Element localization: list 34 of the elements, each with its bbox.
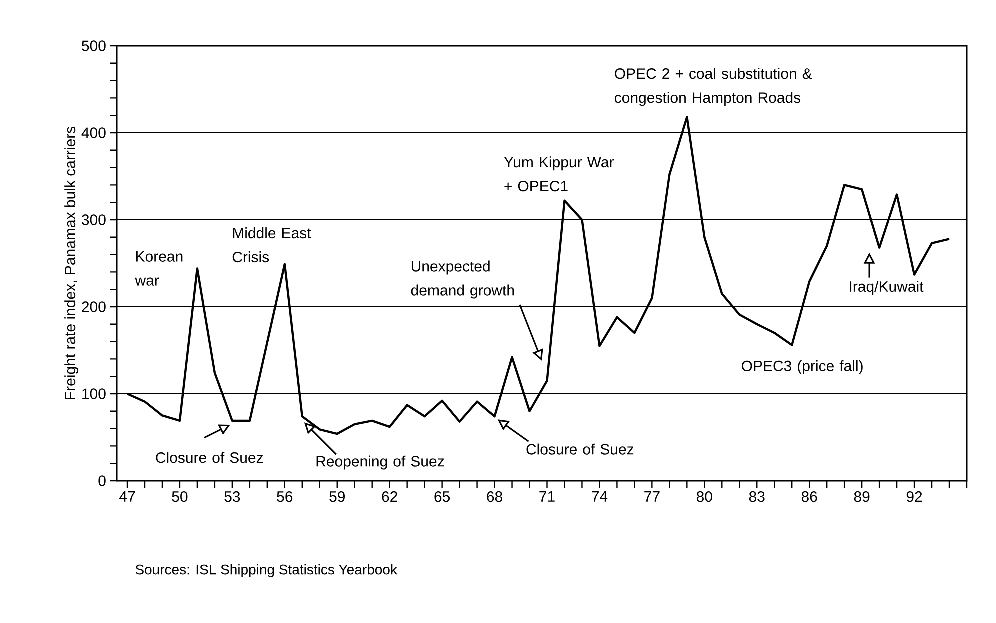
- x-tick-label: 71: [540, 492, 555, 502]
- annotation: Unexpected demand growth: [411, 260, 514, 299]
- x-tick-label: 68: [487, 492, 502, 502]
- x-tick-label: 53: [224, 492, 240, 502]
- x-tick-label: 86: [802, 492, 818, 502]
- annotation: Reopening of Suez: [316, 456, 444, 470]
- y-tick-label: 0: [98, 476, 106, 486]
- y-tick-label: 300: [82, 214, 106, 226]
- x-tick-label: 77: [644, 492, 660, 502]
- x-tick-label: 83: [749, 492, 765, 502]
- x-tick-label: 47: [120, 492, 136, 502]
- x-tick-label: 56: [277, 492, 293, 502]
- annotation: OPEC3 (price fall): [742, 360, 863, 374]
- annotation: Closure of Suez: [156, 452, 264, 464]
- y-tick-label: 400: [82, 128, 106, 138]
- annotation: Iraq/Kuwait: [850, 281, 924, 296]
- x-tick-label: 62: [382, 492, 398, 502]
- y-tick-label: 100: [82, 388, 106, 400]
- x-tick-label: 92: [906, 492, 922, 502]
- y-tick-label: 200: [82, 302, 106, 312]
- x-tick-label: 59: [330, 492, 345, 502]
- y-axis-title: Freight rate index, Panamax bulk carriers: [64, 126, 79, 400]
- x-tick-label: 65: [434, 492, 450, 502]
- annotation: Yum Kippur War + OPEC1: [504, 156, 614, 192]
- x-tick-label: 89: [854, 492, 870, 502]
- annotation: Closure of Suez: [526, 444, 634, 455]
- x-tick-label: 80: [696, 492, 712, 502]
- annotation: Middle East Crisis: [232, 228, 312, 263]
- y-tick-label: 500: [82, 40, 106, 52]
- x-tick-label: 50: [172, 492, 188, 502]
- annotation: OPEC 2 + coal substitution & congestion Hampton Roads: [615, 68, 812, 106]
- x-tick-label: 74: [592, 492, 608, 502]
- source-note: Sources: ISL Shipping Statistics Yearbook: [136, 564, 398, 578]
- annotation: Korean war: [135, 251, 183, 286]
